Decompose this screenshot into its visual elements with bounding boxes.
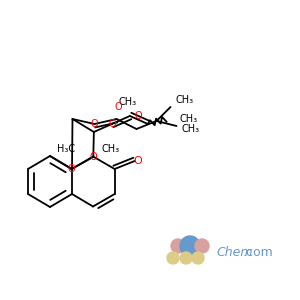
Text: O: O	[91, 119, 98, 129]
Circle shape	[195, 239, 209, 253]
Text: O: O	[108, 119, 116, 129]
Text: .com: .com	[243, 245, 274, 259]
Text: O: O	[133, 156, 142, 166]
Text: CH₃: CH₃	[182, 124, 200, 134]
Text: H₃C: H₃C	[57, 144, 75, 154]
Text: O: O	[135, 111, 142, 121]
Circle shape	[167, 252, 179, 264]
Text: CH₃: CH₃	[180, 114, 198, 124]
Circle shape	[180, 252, 192, 264]
Text: CH₃: CH₃	[101, 144, 119, 154]
Text: CH₃: CH₃	[176, 95, 194, 105]
Circle shape	[180, 236, 200, 256]
Text: O: O	[89, 152, 97, 161]
Text: O: O	[115, 102, 122, 112]
Circle shape	[171, 239, 185, 253]
Circle shape	[192, 252, 204, 264]
Text: O: O	[68, 164, 75, 174]
Text: Chem: Chem	[216, 245, 253, 259]
Text: CH₃: CH₃	[119, 97, 137, 107]
